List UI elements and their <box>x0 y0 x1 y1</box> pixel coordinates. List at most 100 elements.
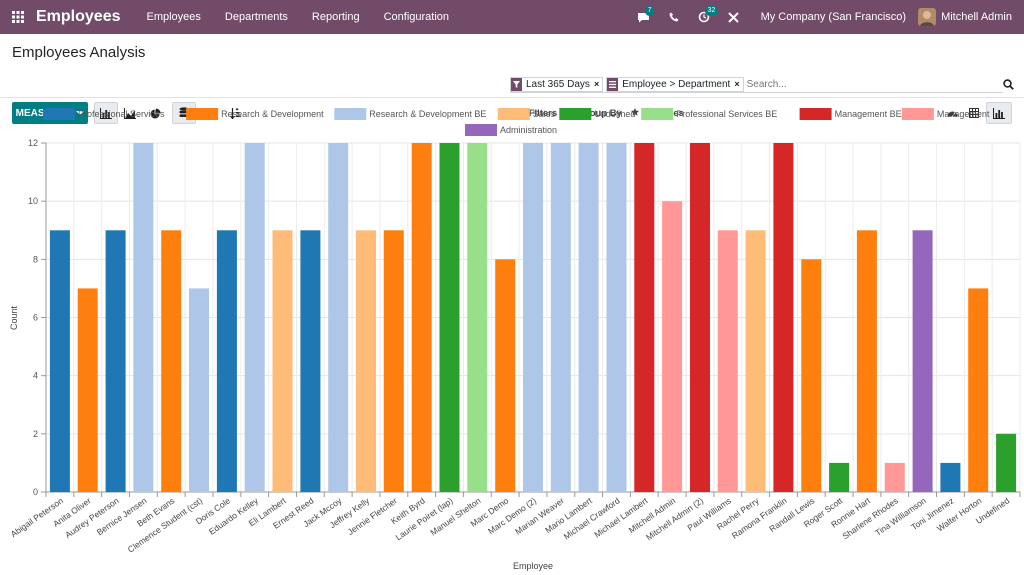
bar-toni-jimenez[interactable] <box>940 462 961 492</box>
bar-chart-icon <box>993 107 1005 119</box>
bar-audrey-peterson[interactable] <box>105 230 126 493</box>
bar-tina-williamson[interactable] <box>912 230 933 493</box>
bar-mario-lambert[interactable] <box>578 143 599 492</box>
pivot-view-button[interactable] <box>961 102 987 124</box>
bar-doris-cole[interactable] <box>216 230 237 493</box>
facet-groupby[interactable]: Employee > Department × <box>606 76 744 92</box>
bar-rachel-perry[interactable] <box>745 230 766 493</box>
bar-chart-mode-button[interactable] <box>94 102 118 124</box>
remove-facet-icon[interactable]: × <box>734 78 740 89</box>
bar-sharlene-rhodes[interactable] <box>884 462 905 492</box>
graph-view-button[interactable] <box>986 102 1012 124</box>
legend-item[interactable]: Sales <box>497 108 556 120</box>
y-tick-label: 10 <box>28 196 38 206</box>
legend-item[interactable]: Professional Services BE <box>641 108 777 120</box>
bar-marian-weaver[interactable] <box>550 143 571 492</box>
legend-swatch <box>901 108 934 120</box>
user-menu[interactable]: Mitchell Admin <box>941 11 1012 23</box>
y-tick-label: 4 <box>33 371 38 381</box>
bar-bernice-jensen[interactable] <box>133 143 154 492</box>
legend-swatch <box>334 108 367 120</box>
bar-jennie-fletcher[interactable] <box>383 230 404 493</box>
legend-label: Administration <box>500 125 557 135</box>
bar-clemence-student-cst-[interactable] <box>189 288 209 492</box>
legend-item[interactable]: Undefined <box>559 108 635 120</box>
app-brand[interactable]: Employees <box>36 8 121 25</box>
menu-employees[interactable]: Employees <box>146 11 201 23</box>
legend-item[interactable]: Research & Development <box>186 108 324 120</box>
bar-michael-lambert[interactable] <box>634 143 655 492</box>
bar-marc-demo[interactable] <box>495 259 516 492</box>
activity-icon[interactable]: 32 <box>691 0 719 34</box>
legend-item[interactable]: Professional Services <box>43 108 165 120</box>
bar-marc-demo-2-[interactable] <box>523 143 543 492</box>
bar-ramona-franklin[interactable] <box>773 143 794 492</box>
bar-undefined[interactable] <box>996 433 1017 492</box>
legend-item[interactable]: Research & Development BE <box>334 108 486 120</box>
legend-item[interactable]: Administration <box>465 124 557 136</box>
bar-walter-horton[interactable] <box>968 288 989 492</box>
bar-eduardo-kelley[interactable] <box>244 143 265 492</box>
bar-anita-oliver[interactable] <box>77 288 98 492</box>
bar-mitchell-admin-2-[interactable] <box>690 143 710 492</box>
page-title: Employees Analysis <box>12 44 146 61</box>
legend-label: Research & Development BE <box>369 109 486 119</box>
bar-paul-williams[interactable] <box>717 230 738 493</box>
filter-icon <box>511 77 522 91</box>
sort-ascending-button[interactable] <box>224 102 248 124</box>
search-input[interactable] <box>746 78 867 90</box>
legend-label: Management <box>937 109 990 119</box>
x-axis-label: Employee <box>513 561 553 571</box>
bar-keith-byrd[interactable] <box>411 143 432 492</box>
menu-reporting[interactable]: Reporting <box>311 11 360 23</box>
legend-swatch <box>186 108 219 120</box>
bar-ernest-reed[interactable] <box>300 230 321 493</box>
top-navbar: Employees Employees Departments Reportin… <box>0 0 1024 34</box>
phone-icon[interactable] <box>661 0 687 34</box>
legend-item[interactable]: Management BE <box>799 108 902 120</box>
company-switcher[interactable]: My Company (San Francisco) <box>760 11 907 23</box>
chat-badge: 7 <box>644 6 655 16</box>
bar-jack-mccoy[interactable] <box>328 143 349 492</box>
bar-roger-scott[interactable] <box>829 462 850 492</box>
bar-manuel-shelton[interactable] <box>467 143 488 492</box>
bar-beth-evans[interactable] <box>161 230 182 493</box>
legend-swatch <box>559 108 592 120</box>
facet-label: Last 365 Days <box>526 78 590 90</box>
bar-chart-icon <box>100 107 112 119</box>
filters-label: Filters <box>528 108 558 119</box>
y-axis-label: Count <box>9 306 19 331</box>
bar-mitchell-admin[interactable] <box>662 201 683 492</box>
bar-eli-lambert[interactable] <box>272 230 293 493</box>
legend-swatch <box>497 108 530 120</box>
legend-item[interactable]: Management <box>901 108 990 120</box>
apps-menu-icon[interactable] <box>0 0 36 34</box>
bar-michael-crawford[interactable] <box>606 143 627 492</box>
search-bar[interactable]: Last 365 Days × Employee > Department × <box>510 76 1003 93</box>
bar-laurie-poiret-lap-[interactable] <box>439 143 460 492</box>
bar-abigail-peterson[interactable] <box>49 230 70 493</box>
pie-chart-mode-button[interactable] <box>143 102 167 124</box>
legend-label: Sales <box>533 109 556 119</box>
legend-swatch <box>43 108 75 120</box>
bar-ronnie-hart[interactable] <box>856 230 877 493</box>
bar-randall-lewis[interactable] <box>801 259 822 492</box>
debug-tools-icon[interactable] <box>721 0 747 34</box>
y-tick-label: 6 <box>33 313 38 323</box>
line-chart-mode-button[interactable] <box>118 102 142 124</box>
menu-configuration[interactable]: Configuration <box>383 11 450 23</box>
dashboard-view-button[interactable] <box>939 102 965 124</box>
tachometer-icon <box>947 111 957 117</box>
menu-departments[interactable]: Departments <box>224 11 288 23</box>
avatar[interactable] <box>918 8 937 26</box>
y-tick-label: 8 <box>33 254 38 264</box>
legend-swatch <box>641 108 674 120</box>
y-tick-label: 12 <box>28 138 38 148</box>
facet-date-filter[interactable]: Last 365 Days × <box>510 76 604 92</box>
remove-facet-icon[interactable]: × <box>593 78 600 89</box>
bar-jeffrey-kelly[interactable] <box>356 230 376 493</box>
search-icon[interactable] <box>1003 77 1014 95</box>
chat-icon[interactable]: 7 <box>631 0 657 34</box>
legend-label: Professional Services <box>78 109 165 119</box>
pie-chart-icon <box>150 108 160 118</box>
